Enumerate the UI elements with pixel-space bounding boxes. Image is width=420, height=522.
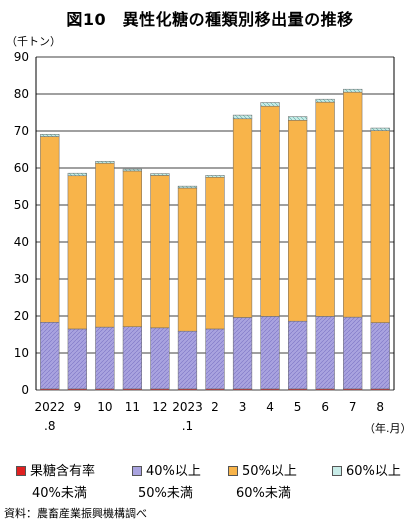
bar-50-60-9 xyxy=(288,120,308,322)
y-tick-label-80: 80 xyxy=(14,87,29,101)
bar-40-50-3 xyxy=(122,326,142,390)
bar-40-50-8 xyxy=(260,316,280,390)
x-tick-label-0-1: .8 xyxy=(44,419,55,433)
y-tick-label-40: 40 xyxy=(14,235,29,249)
x-tick-label-11-0: 7 xyxy=(349,400,357,414)
bar-50-60-11 xyxy=(343,91,363,318)
bar-50-60-10 xyxy=(315,101,335,317)
bar-60-plus-3 xyxy=(122,168,142,172)
bar-40-50-0 xyxy=(40,322,60,390)
legend-label-40-50-line2: 50%未満 xyxy=(138,486,193,501)
bar-40-50-7 xyxy=(232,317,253,390)
bar-60-plus-8 xyxy=(260,102,280,107)
bar-50-60-2 xyxy=(95,162,115,328)
x-tick-label-5-1: .1 xyxy=(182,419,193,433)
bar-50-60-1 xyxy=(67,175,87,330)
legend-item-60-plus: 60%以上 xyxy=(332,460,401,479)
legend-swatch-50-60 xyxy=(228,465,238,476)
bar-60-plus-1 xyxy=(67,172,87,177)
legend-swatch-40-50 xyxy=(132,465,142,476)
bar-40-50-12 xyxy=(370,322,390,390)
legend-swatch-under-40 xyxy=(16,465,26,476)
bar-40-50-2 xyxy=(95,326,115,390)
bar-60-plus-5 xyxy=(177,185,198,189)
source-note: 資料：農畜産業振興機構調べ xyxy=(4,507,147,520)
bar-50-60-12 xyxy=(370,130,390,323)
y-tick-label-20: 20 xyxy=(14,309,29,323)
x-tick-label-3-0: 11 xyxy=(125,400,140,414)
legend-item-50-60: 50%以上 xyxy=(228,460,297,479)
bar-40-50-1 xyxy=(67,328,87,390)
legend-label-50-60-line1: 50%以上 xyxy=(242,464,297,479)
legend-label-50-60-line2: 60%未満 xyxy=(236,486,291,501)
bar-60-plus-9 xyxy=(288,116,308,121)
bar-40-50-4 xyxy=(150,327,170,390)
x-tick-label-0-0: 2022 xyxy=(34,400,65,414)
legend-label-under-40-line2: 40%未満 xyxy=(32,486,87,501)
bar-60-plus-2 xyxy=(95,161,115,164)
x-tick-label-9-0: 5 xyxy=(294,400,302,414)
x-tick-label-5-0: 2023 xyxy=(172,400,203,414)
x-tick-label-10-0: 6 xyxy=(321,400,329,414)
y-tick-label-70: 70 xyxy=(14,124,29,138)
bar-40-50-11 xyxy=(343,316,363,390)
stacked-bar-chart: 0 10 20 30 40 50 60 70 80 90 2022 .8 9 10 11 12 2023 .1 2 3… xyxy=(14,50,395,433)
bar-40-50-10 xyxy=(315,316,335,390)
chart-title: 図10 異性化糖の種類別移出量の推移 xyxy=(66,10,354,29)
legend-label-40-50-line1: 40%以上 xyxy=(146,464,201,479)
y-tick-label-90: 90 xyxy=(14,50,29,64)
x-axis-unit: （年.月） xyxy=(364,422,412,435)
bar-60-plus-10 xyxy=(315,98,335,103)
y-tick-label-10: 10 xyxy=(14,346,29,360)
x-tick-label-6-0: 2 xyxy=(211,400,219,414)
y-tick-label-50: 50 xyxy=(14,198,29,212)
x-tick-label-12-0: 8 xyxy=(376,400,384,414)
legend-item-under-40: 果糖含有率 xyxy=(16,460,95,479)
x-tick-label-7-0: 3 xyxy=(239,400,247,414)
bar-40-50-5 xyxy=(177,330,198,390)
bar-50-60-3 xyxy=(122,170,142,327)
bar-50-60-7 xyxy=(232,118,253,318)
legend: 果糖含有率 40%未満 40%以上 50%未満 50%以上 60%未満 60%以… xyxy=(10,460,420,502)
x-tick-label-4-0: 12 xyxy=(152,400,167,414)
bar-40-50-6 xyxy=(205,328,225,390)
bar-50-60-8 xyxy=(260,105,280,317)
bar-50-60-6 xyxy=(205,177,225,330)
legend-label-60-plus: 60%以上 xyxy=(346,464,401,479)
bar-60-plus-0 xyxy=(40,134,60,137)
bar-60-plus-6 xyxy=(205,175,225,178)
x-tick-label-8-0: 4 xyxy=(266,400,274,414)
y-tick-label-0: 0 xyxy=(21,383,29,397)
x-tick-label-2-0: 10 xyxy=(97,400,112,414)
bar-60-plus-7 xyxy=(232,114,253,120)
bar-50-60-4 xyxy=(150,175,170,329)
bar-60-plus-4 xyxy=(150,173,170,176)
bar-50-60-5 xyxy=(177,187,198,332)
legend-swatch-60-plus xyxy=(332,465,342,476)
y-axis-unit: （千トン） xyxy=(6,35,61,48)
legend-label-under-40-line1: 果糖含有率 xyxy=(30,464,96,479)
bar-40-50-9 xyxy=(288,320,308,390)
x-tick-label-1-0: 9 xyxy=(73,400,81,414)
y-tick-label-30: 30 xyxy=(14,272,29,286)
bar-60-plus-11 xyxy=(343,88,363,93)
y-tick-label-60: 60 xyxy=(14,161,29,175)
bar-50-60-0 xyxy=(40,136,60,323)
legend-item-40-50: 40%以上 xyxy=(132,460,201,479)
bar-60-plus-12 xyxy=(370,127,390,131)
